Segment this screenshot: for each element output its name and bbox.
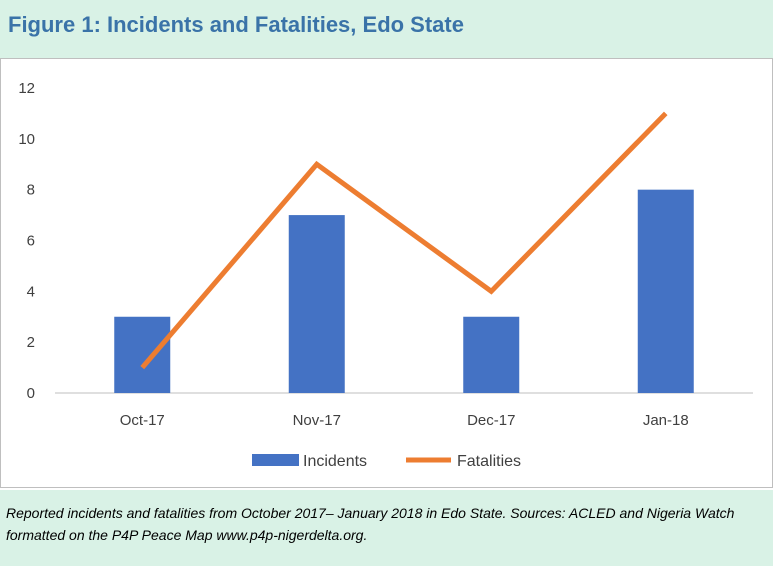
fatalities-line (140, 111, 668, 370)
figure-header: Figure 1: Incidents and Fatalities, Edo … (0, 0, 773, 58)
incidents-bars (114, 189, 694, 393)
incidents-bar (463, 316, 520, 393)
figure-title: Figure 1: Incidents and Fatalities, Edo … (8, 12, 464, 37)
x-tick-label: Dec-17 (467, 412, 515, 429)
x-tick-label: Nov-17 (293, 412, 341, 429)
figure-caption: Reported incidents and fatalities from O… (0, 490, 773, 566)
y-tick-label: 4 (27, 283, 35, 300)
legend-swatch-incidents (252, 454, 299, 466)
incidents-bar (288, 215, 345, 393)
x-tick-label: Oct-17 (120, 412, 165, 429)
y-tick-label: 12 (18, 80, 35, 97)
fatalities-line-layer (140, 111, 668, 370)
x-tick-label: Jan-18 (643, 412, 689, 429)
y-tick-label: 6 (27, 233, 35, 250)
x-axis-ticks: Oct-17 Nov-17 Dec-17 Jan-18 (120, 412, 689, 429)
y-tick-label: 8 (27, 182, 35, 199)
chart-container: 0 2 4 6 8 10 12 Oct-17 Nov-17 Dec-17 Jan-18 Incid… (0, 58, 773, 488)
incidents-bar (637, 189, 694, 393)
incidents-bar (114, 316, 171, 393)
chart-svg: 0 2 4 6 8 10 12 Oct-17 Nov-17 Dec-17 Jan-18 Incid… (18, 80, 753, 470)
legend-label-incidents: Incidents (303, 453, 367, 470)
y-tick-label: 2 (27, 334, 35, 351)
y-tick-label: 0 (27, 385, 35, 402)
legend-label-fatalities: Fatalities (457, 453, 521, 470)
y-axis-ticks: 0 2 4 6 8 10 12 (18, 80, 35, 402)
y-tick-label: 10 (18, 131, 35, 148)
legend: Incidents Fatalities (252, 453, 521, 470)
